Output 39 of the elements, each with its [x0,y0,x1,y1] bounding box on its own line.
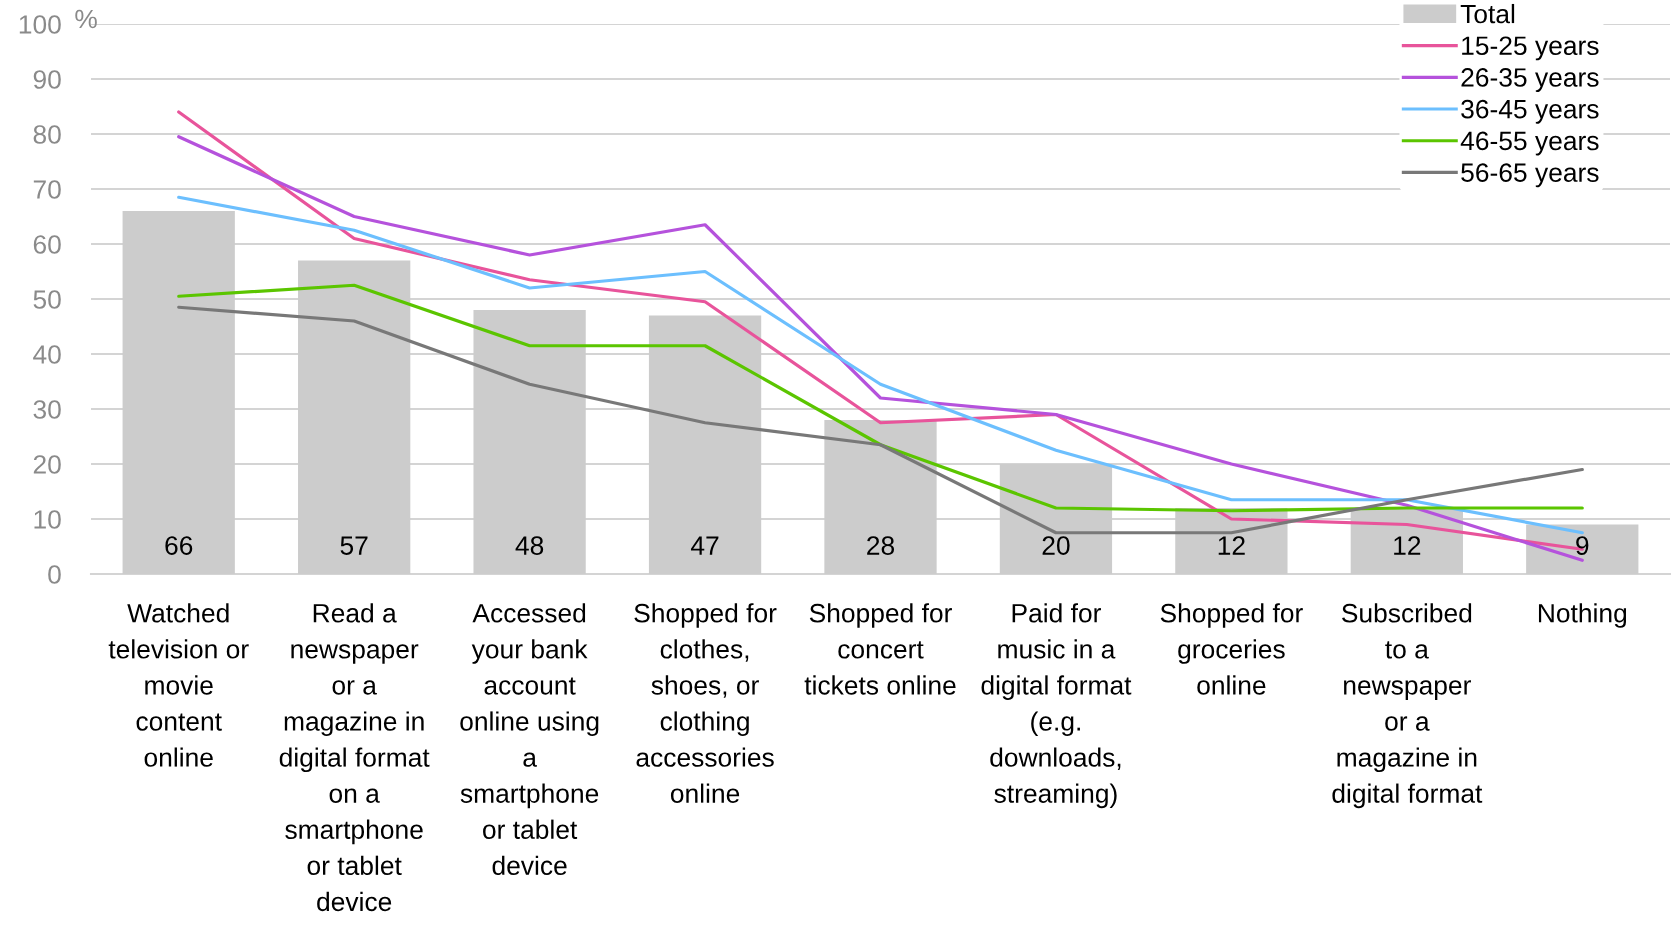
data-label: 48 [515,536,544,555]
line-series [177,305,1584,535]
x-tick-label: Shopped for clothes, shoes, or clothing accessories online [634,603,777,803]
y-tick-label: 40 [33,345,61,364]
data-label: 20 [1042,536,1070,555]
data-label: 9 [1576,536,1589,555]
x-tick-label: Watched television or movie content online [108,603,249,767]
data-label: 28 [867,536,895,555]
category-label: Read a newspaper or a magazine in digital format on a smartphone or tablet device [279,603,430,912]
legend-label: 26-35 years [1461,68,1599,93]
y-tick-label: 60 [33,235,61,254]
data-label: 12 [1218,536,1245,555]
y-tick-label: 0 [48,565,61,584]
y-tick-label: 70 [33,180,61,199]
y-tick-label: 10 [34,510,61,529]
x-tick-label: Shopped for concert tickets online [804,603,956,695]
legend-label: Total [1460,3,1515,24]
y-tick-label: 30 [33,400,61,419]
y-tick-label: 50 [33,290,61,309]
y-tick-label: 100 [19,15,61,34]
legend-label: 36-45 years [1461,99,1599,124]
legend-label: 46-55 years [1460,131,1599,156]
data-label: 12 [1394,536,1421,555]
legend-label: 15-25 years [1462,36,1599,61]
legend-label: 56-65 years [1461,163,1599,188]
y-tick-label: 90 [33,70,61,89]
data-label: 47 [690,536,719,555]
x-tick-label: Nothing [1538,603,1627,628]
data-label: 66 [165,536,193,555]
x-tick-label: Accessed your bank account online using a smartphone or tablet device [460,603,599,876]
x-tick-label: Subscribed to a newspaper or a magazine in digital format [1332,603,1483,809]
y-axis-title: % [75,9,97,29]
y-tick-label: 20 [33,455,61,474]
y-tick-label: 80 [33,125,61,144]
data-label: 57 [340,536,368,555]
x-tick-label: Shopped for groceries online [1160,603,1303,695]
x-tick-label: Paid for music in a digital format (e.g. downloads, streaming) [981,603,1132,809]
line-series [177,195,1584,535]
line-series [177,283,1584,513]
